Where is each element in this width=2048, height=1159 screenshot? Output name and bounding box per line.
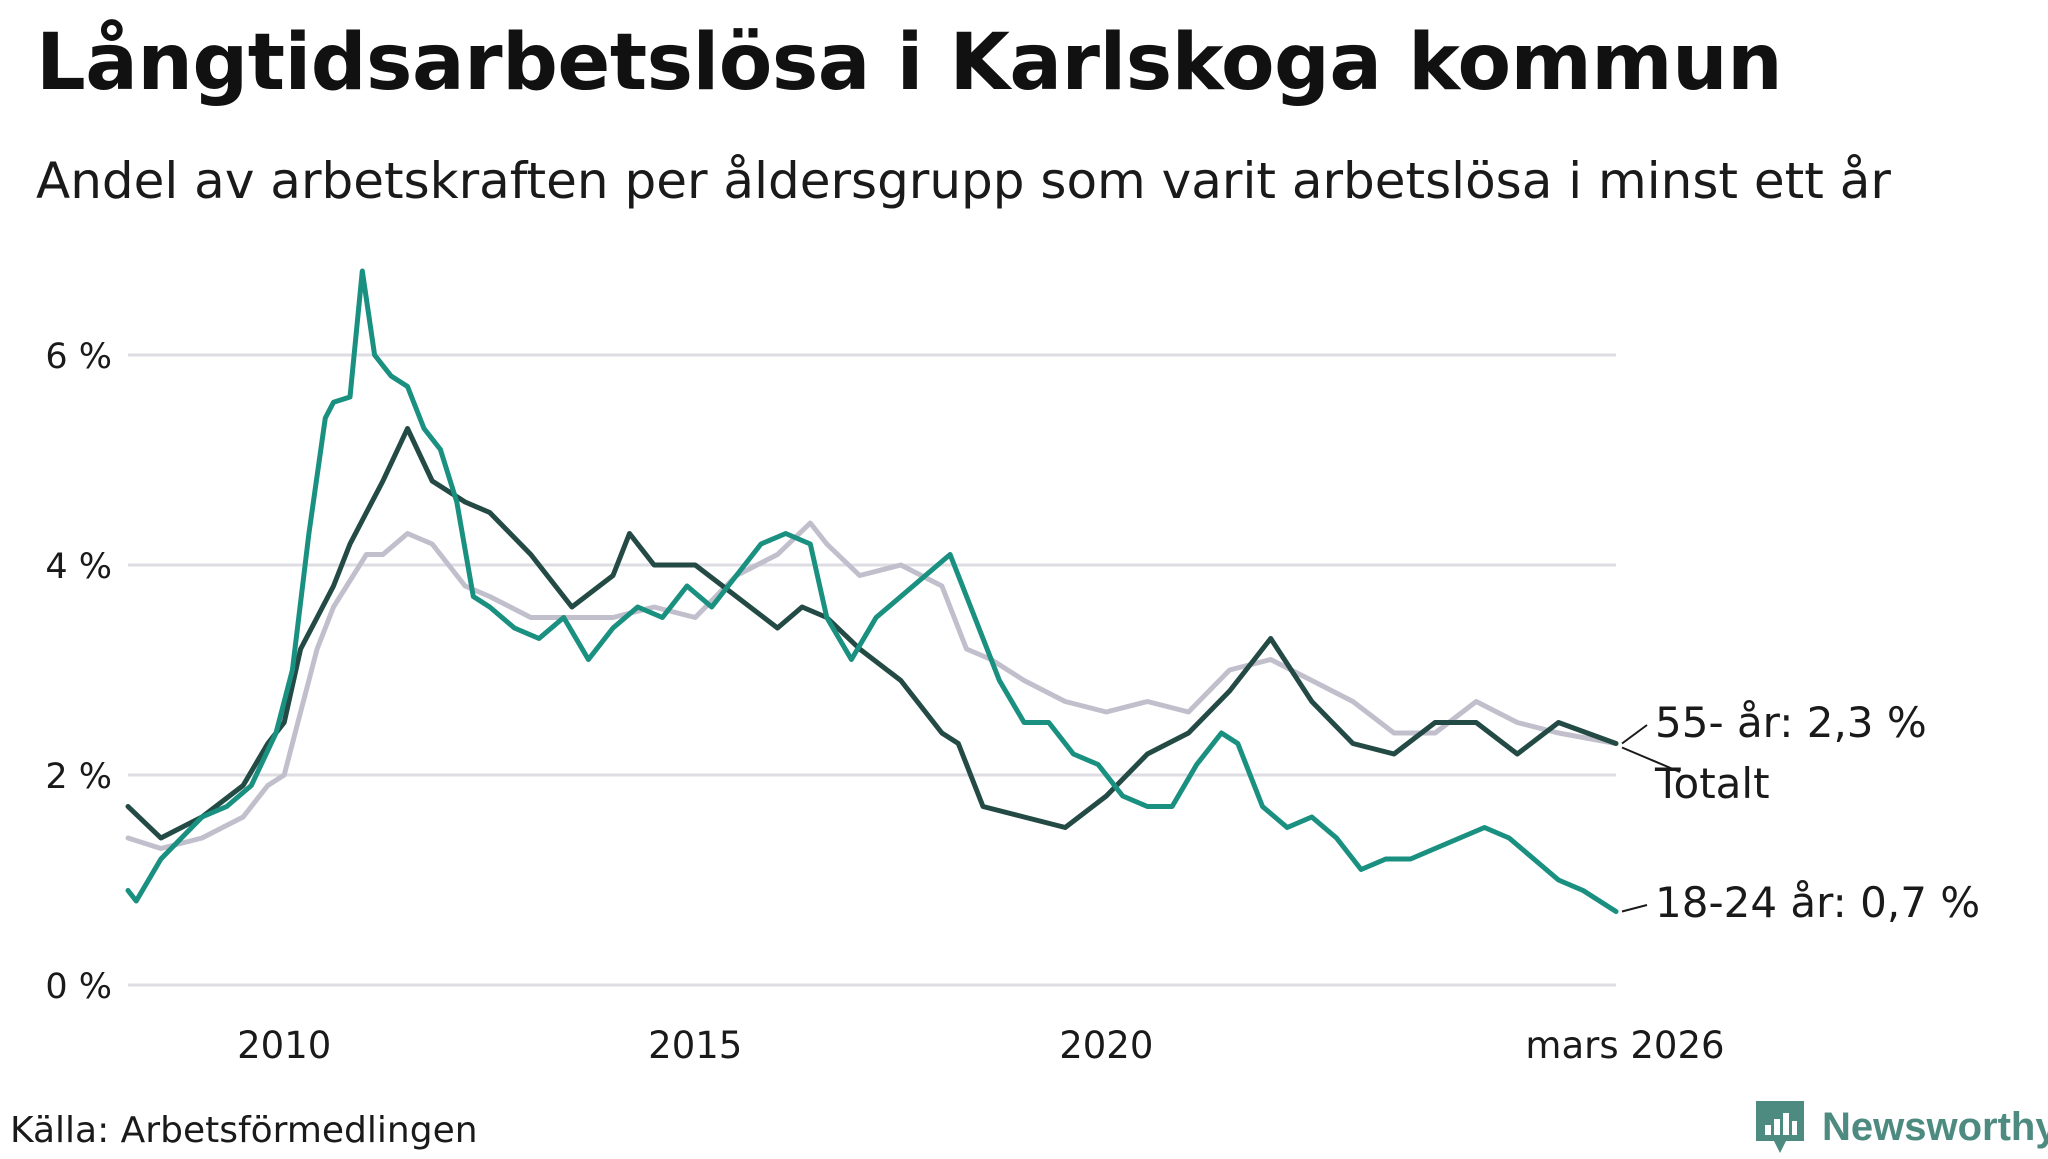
brand-name: Newsworthy (1822, 1104, 2048, 1149)
series-line-youth (125, 268, 1619, 914)
y-tick-label: 2 % (45, 757, 112, 797)
series-end-label: 55- år: 2,3 % (1655, 698, 1927, 747)
source-note: Källa: Arbetsförmedlingen (10, 1110, 478, 1151)
x-tick-label: 2015 (648, 1024, 742, 1067)
y-tick-label: 0 % (45, 967, 112, 1007)
series-line-total (125, 426, 1619, 841)
series-end-label: 18-24 år: 0,7 % (1655, 878, 1980, 927)
leader-line (1621, 724, 1648, 745)
chart-subtitle: Andel av arbetskraften per åldersgrupp s… (36, 152, 1891, 210)
x-axis-ticks: 2010 2015 2020 mars 2026 (237, 1024, 1724, 1067)
series-end-label: Totalt (1654, 759, 1770, 808)
series-lines (125, 268, 1619, 914)
line-chart: 0 % 2 % 4 % 6 % 2010 2015 2020 mars 2026 55- å… (45, 268, 1980, 1067)
series-end-labels: 55- år: 2,3 % Totalt 18-24 år: 0,7 % (1621, 698, 1980, 927)
grid-lines (128, 353, 1616, 987)
x-tick-label: mars 2026 (1525, 1024, 1724, 1067)
x-tick-label: 2010 (237, 1024, 331, 1067)
series-line-senior (125, 520, 1619, 851)
y-axis-ticks: 0 % 2 % 4 % 6 % (45, 337, 112, 1007)
brand-logo: Newsworthy (1752, 1095, 2048, 1159)
y-tick-label: 6 % (45, 337, 112, 377)
newsworthy-logo-icon (1756, 1101, 1804, 1153)
leader-line (1621, 746, 1681, 773)
x-tick-label: 2020 (1059, 1024, 1153, 1067)
y-tick-label: 4 % (45, 547, 112, 587)
chart-title: Långtidsarbetslösa i Karlskoga kommun (36, 18, 1783, 108)
leader-line (1621, 904, 1648, 913)
